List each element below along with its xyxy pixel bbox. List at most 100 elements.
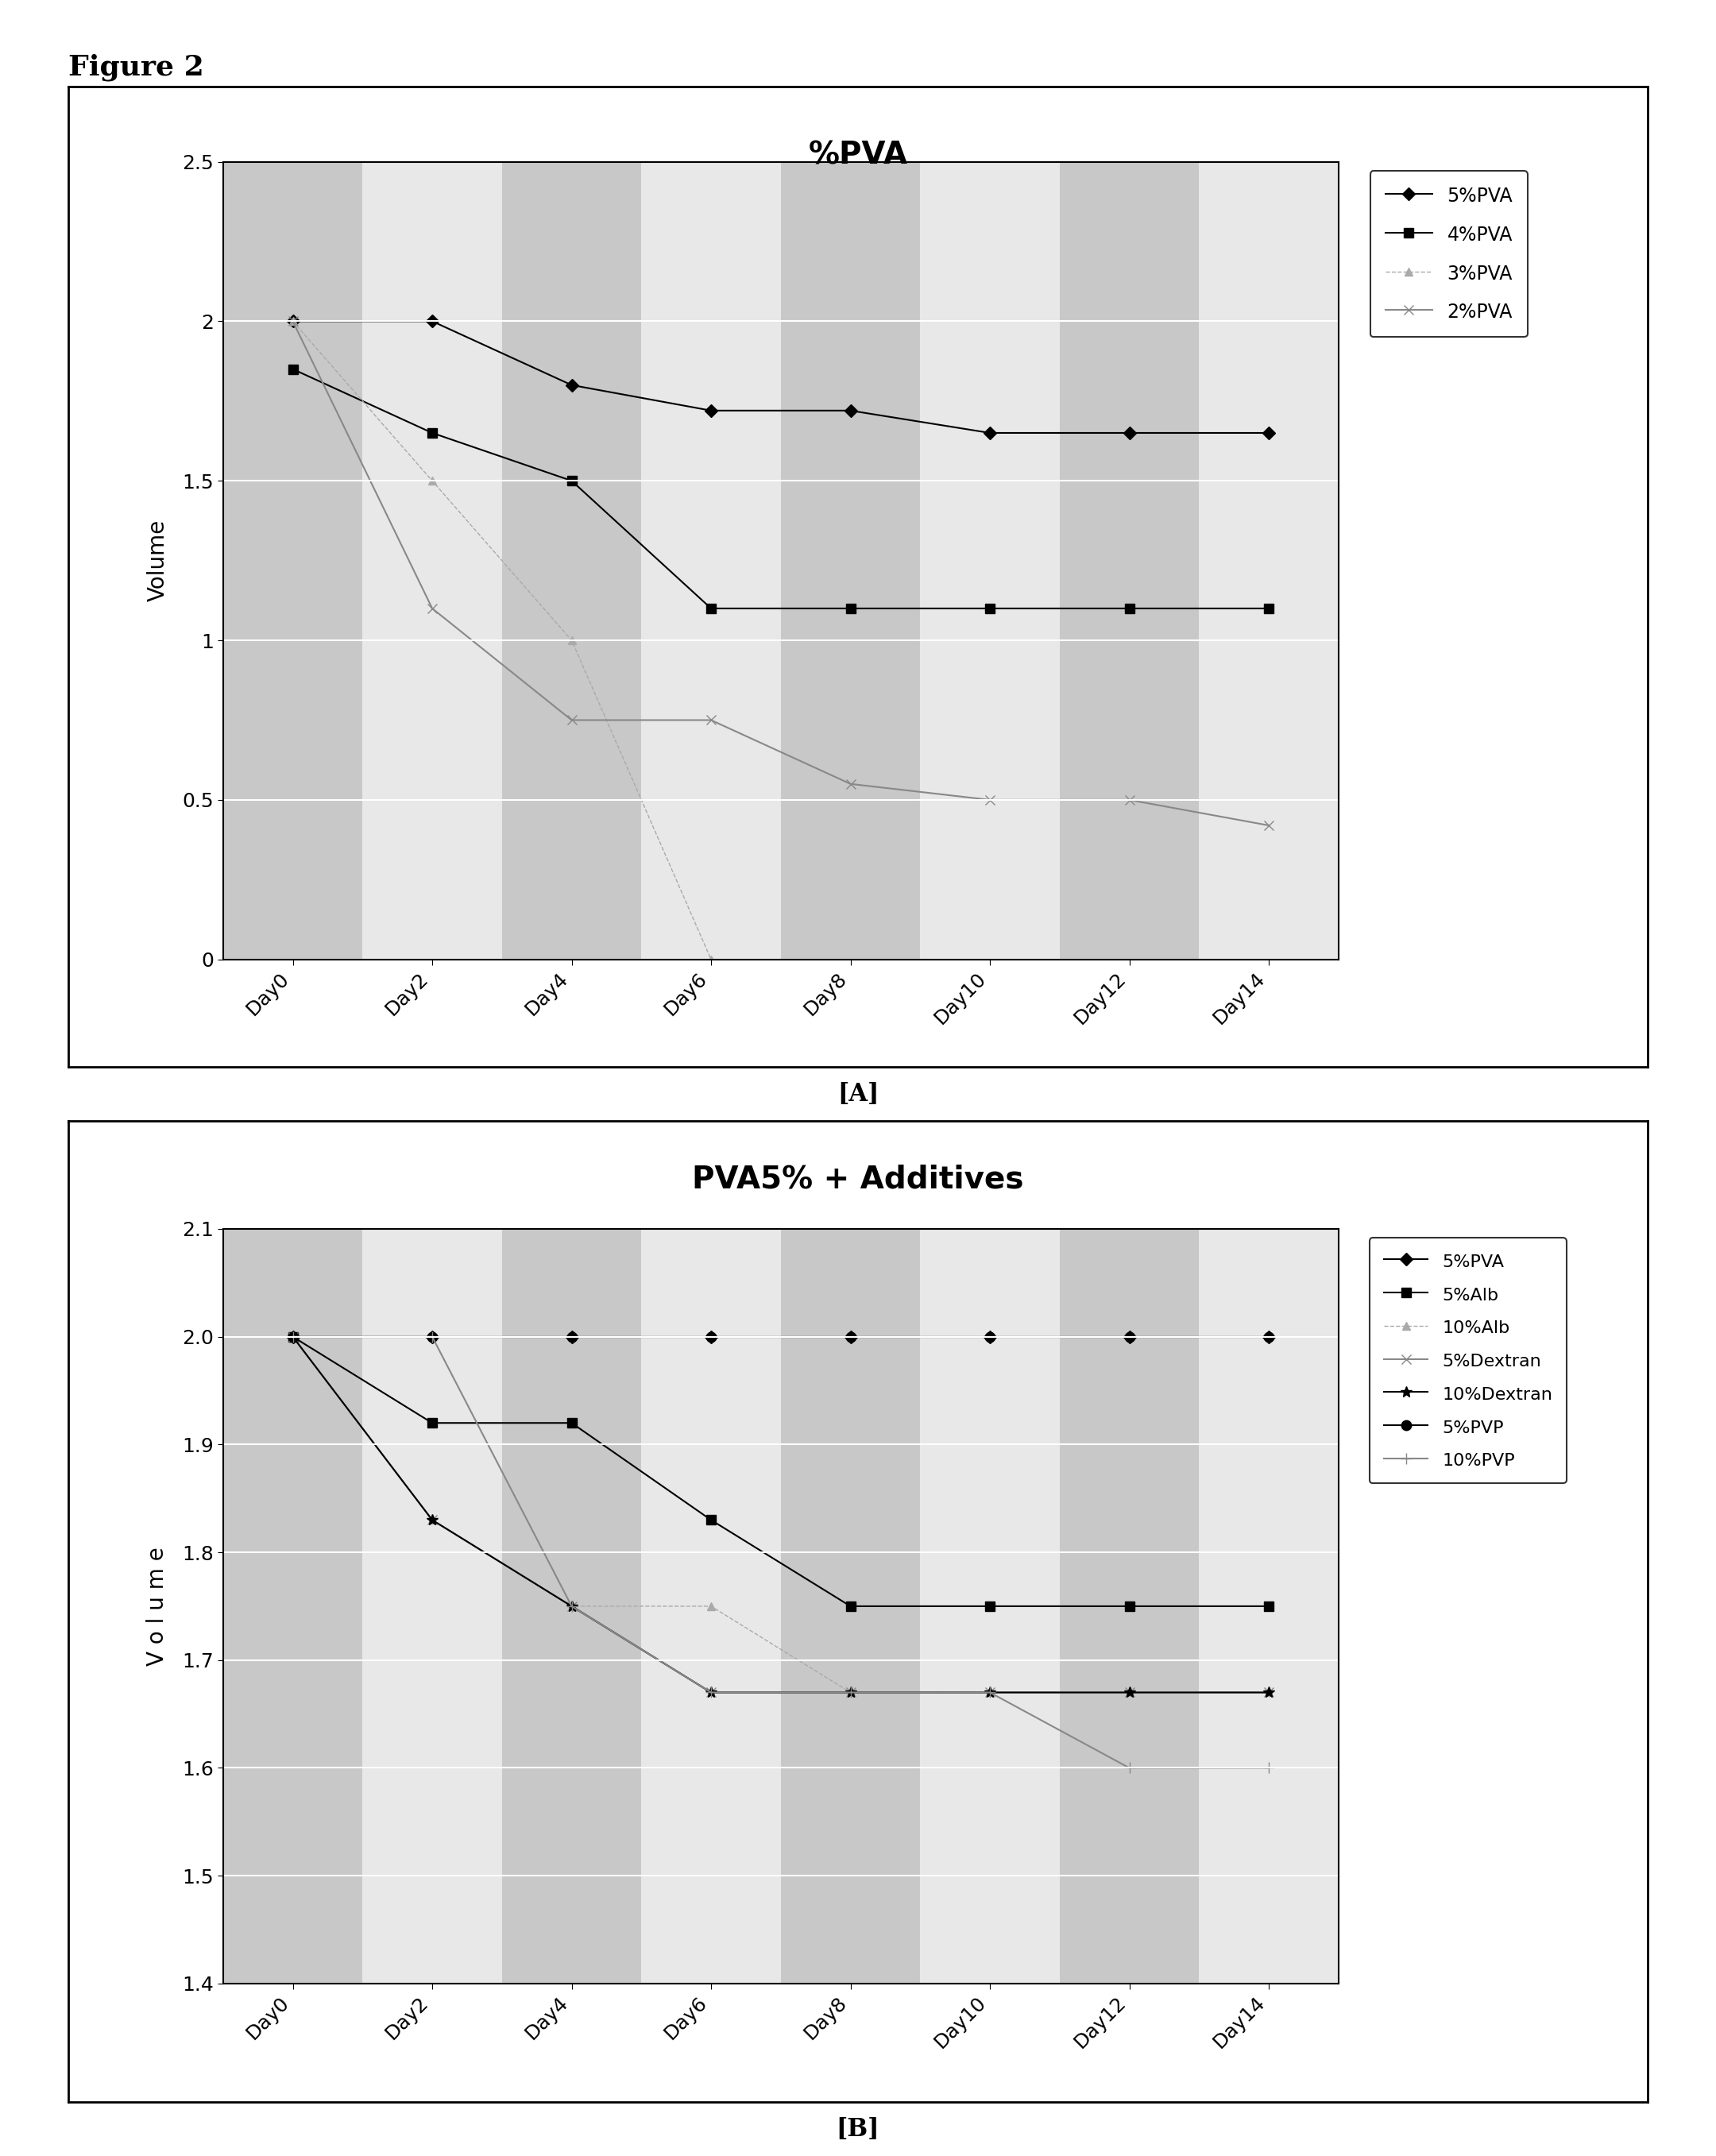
10%Dextran	[841, 1680, 861, 1705]
10%Dextran	[980, 1680, 1000, 1705]
Bar	[362, 162, 501, 959]
10%Alb	[1119, 1680, 1139, 1705]
Bar	[1199, 162, 1338, 959]
5%Alb	[422, 1410, 443, 1436]
Line: 2%PVA: 2%PVA	[288, 317, 1273, 830]
10%Dextran	[700, 1680, 721, 1705]
5%PVP	[422, 1324, 443, 1350]
4%PVA	[980, 595, 1000, 621]
10%Dextran	[422, 1507, 443, 1533]
5%PVA	[1258, 1324, 1278, 1350]
5%PVA	[422, 1324, 443, 1350]
Bar	[1060, 162, 1199, 959]
5%Alb	[283, 1324, 304, 1350]
5%PVA	[561, 1324, 582, 1350]
2%PVA	[980, 787, 1000, 813]
5%PVA	[700, 397, 721, 423]
5%Dextran	[700, 1680, 721, 1705]
Bar	[642, 1229, 781, 1984]
2%PVA	[841, 772, 861, 798]
Text: PVA5% + Additives: PVA5% + Additives	[692, 1164, 1024, 1194]
10%Alb	[422, 1507, 443, 1533]
4%PVA	[1258, 595, 1278, 621]
4%PVA	[561, 468, 582, 494]
5%Dextran	[841, 1680, 861, 1705]
2%PVA	[283, 308, 304, 334]
Line: 5%PVA: 5%PVA	[288, 1332, 1273, 1341]
Bar	[920, 162, 1060, 959]
10%Dextran	[561, 1593, 582, 1619]
Y-axis label: Volume: Volume	[146, 520, 168, 602]
Text: [B]: [B]	[836, 2117, 880, 2141]
Line: 3%PVA: 3%PVA	[288, 317, 716, 964]
2%PVA	[422, 595, 443, 621]
2%PVA	[561, 707, 582, 733]
4%PVA	[1119, 595, 1139, 621]
5%Alb	[1119, 1593, 1139, 1619]
10%PVP	[1258, 1755, 1278, 1781]
10%Dextran	[283, 1324, 304, 1350]
5%PVP	[700, 1324, 721, 1350]
10%Alb	[1258, 1680, 1278, 1705]
4%PVA	[841, 595, 861, 621]
10%PVP	[1119, 1755, 1139, 1781]
10%Alb	[980, 1680, 1000, 1705]
2%PVA	[700, 707, 721, 733]
Bar	[781, 162, 920, 959]
5%PVP	[980, 1324, 1000, 1350]
5%Alb	[1258, 1593, 1278, 1619]
5%PVA	[1258, 420, 1278, 446]
Bar	[1199, 1229, 1338, 1984]
10%Dextran	[1119, 1680, 1139, 1705]
10%Alb	[283, 1324, 304, 1350]
10%Dextran	[1258, 1680, 1278, 1705]
5%PVP	[283, 1324, 304, 1350]
Bar	[362, 1229, 501, 1984]
5%PVP	[1119, 1324, 1139, 1350]
10%PVP	[422, 1324, 443, 1350]
Line: 4%PVA: 4%PVA	[288, 364, 1273, 612]
Bar	[223, 162, 362, 959]
Bar	[1060, 1229, 1199, 1984]
5%PVA	[1119, 1324, 1139, 1350]
5%PVP	[841, 1324, 861, 1350]
5%PVA	[700, 1324, 721, 1350]
5%PVA	[980, 1324, 1000, 1350]
5%PVA	[283, 1324, 304, 1350]
5%Dextran	[561, 1593, 582, 1619]
2%PVA	[1119, 787, 1139, 813]
Line: 5%Dextran: 5%Dextran	[288, 1332, 1273, 1697]
5%Alb	[841, 1593, 861, 1619]
5%PVA	[561, 373, 582, 399]
Bar	[642, 162, 781, 959]
3%PVA	[700, 946, 721, 972]
5%Alb	[700, 1507, 721, 1533]
Line: 10%PVP: 10%PVP	[287, 1330, 1275, 1774]
Text: Figure 2: Figure 2	[69, 54, 204, 82]
4%PVA	[283, 356, 304, 382]
3%PVA	[283, 308, 304, 334]
10%Alb	[841, 1680, 861, 1705]
10%PVP	[561, 1593, 582, 1619]
5%Alb	[980, 1593, 1000, 1619]
5%Dextran	[283, 1324, 304, 1350]
5%PVA	[1119, 420, 1139, 446]
3%PVA	[422, 468, 443, 494]
Bar	[781, 1229, 920, 1984]
Bar	[920, 1229, 1060, 1984]
Line: 10%Alb: 10%Alb	[288, 1332, 1273, 1697]
Text: [A]: [A]	[837, 1082, 879, 1106]
5%PVA	[841, 1324, 861, 1350]
Line: 5%PVA: 5%PVA	[288, 317, 1273, 438]
10%PVP	[841, 1680, 861, 1705]
Bar	[501, 1229, 642, 1984]
3%PVA	[561, 627, 582, 653]
5%Dextran	[422, 1507, 443, 1533]
2%PVA	[1258, 813, 1278, 839]
10%Alb	[561, 1593, 582, 1619]
10%Alb	[700, 1593, 721, 1619]
5%PVA	[422, 308, 443, 334]
5%Alb	[561, 1410, 582, 1436]
Y-axis label: V o l u m e: V o l u m e	[146, 1546, 168, 1667]
Bar	[223, 1229, 362, 1984]
